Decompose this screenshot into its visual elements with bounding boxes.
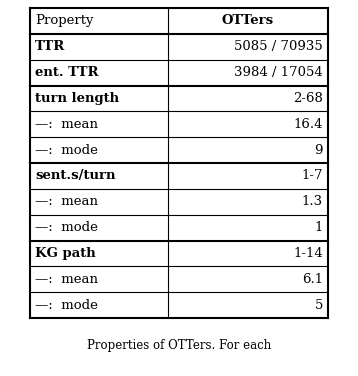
- Text: Properties of OTTers. For each: Properties of OTTers. For each: [87, 338, 271, 352]
- Text: sent.s/turn: sent.s/turn: [35, 170, 116, 182]
- Text: 9: 9: [314, 144, 323, 156]
- Text: —:  mode: —: mode: [35, 299, 98, 312]
- Text: 1-14: 1-14: [293, 247, 323, 260]
- Text: ent. TTR: ent. TTR: [35, 66, 98, 79]
- Text: TTR: TTR: [35, 40, 65, 53]
- Text: 16.4: 16.4: [294, 118, 323, 131]
- Text: 5085 / 70935: 5085 / 70935: [234, 40, 323, 53]
- Text: 5: 5: [315, 299, 323, 312]
- Text: 6.1: 6.1: [302, 273, 323, 286]
- Text: —:  mode: —: mode: [35, 221, 98, 234]
- Text: —:  mean: —: mean: [35, 118, 98, 131]
- Text: turn length: turn length: [35, 92, 119, 105]
- Text: —:  mode: —: mode: [35, 144, 98, 156]
- Text: 1.3: 1.3: [302, 195, 323, 208]
- Text: —:  mean: —: mean: [35, 195, 98, 208]
- Text: Property: Property: [35, 14, 93, 27]
- Text: 2-68: 2-68: [293, 92, 323, 105]
- Text: 1-7: 1-7: [301, 170, 323, 182]
- Text: KG path: KG path: [35, 247, 96, 260]
- Text: 1: 1: [315, 221, 323, 234]
- Text: OTTers: OTTers: [222, 14, 274, 27]
- Text: 3984 / 17054: 3984 / 17054: [234, 66, 323, 79]
- Text: —:  mean: —: mean: [35, 273, 98, 286]
